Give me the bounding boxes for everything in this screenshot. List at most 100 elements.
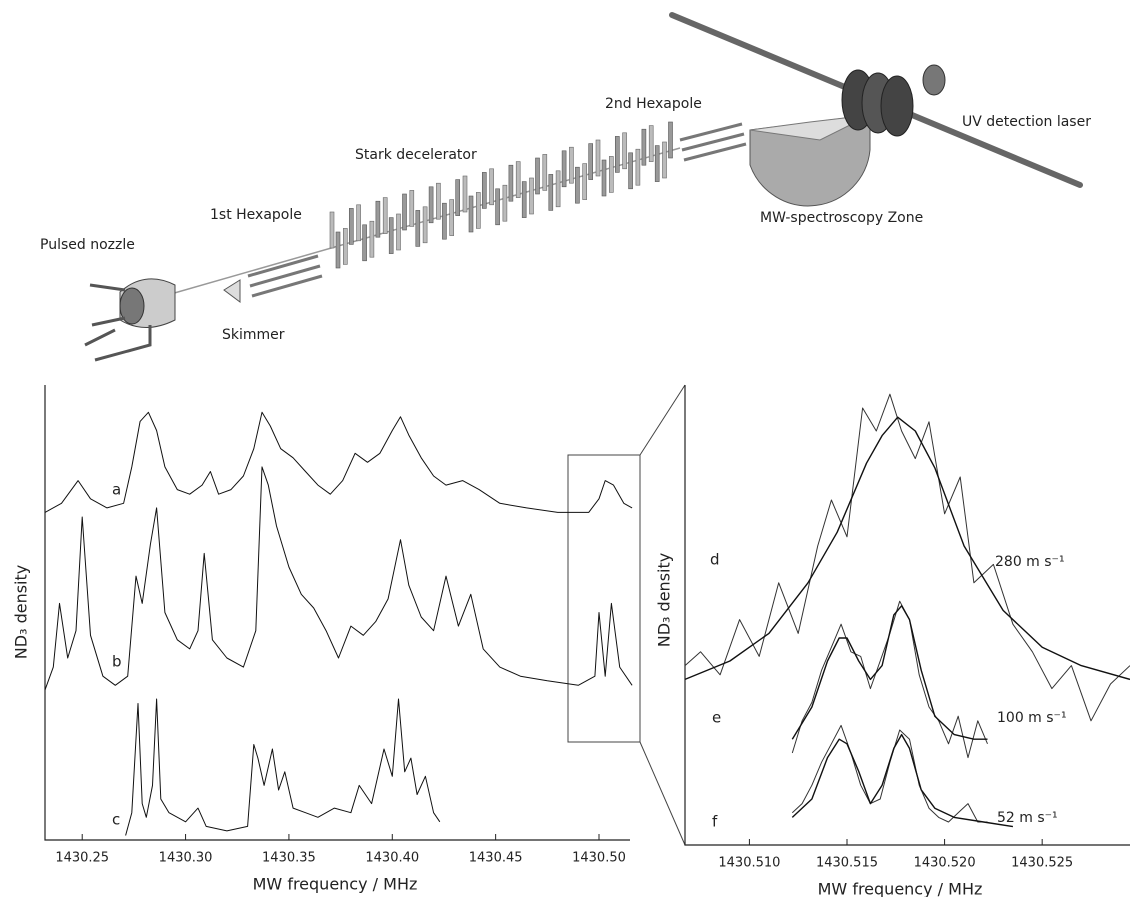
axis — [44, 385, 630, 841]
rod — [382, 197, 388, 234]
rod — [622, 132, 627, 170]
rod — [449, 199, 455, 236]
rod — [529, 177, 534, 215]
x-axis-label: MW frequency / MHz — [818, 880, 983, 897]
x-tick-label: 1430.40 — [365, 851, 419, 866]
rod — [481, 172, 487, 209]
rod — [508, 164, 514, 202]
series-label: f — [712, 813, 718, 831]
rod — [588, 143, 594, 180]
x-tick-label: 1430.520 — [914, 856, 976, 871]
series-label: d — [710, 551, 720, 569]
rod — [608, 156, 614, 193]
rod — [582, 163, 588, 200]
beam-axis — [149, 147, 681, 301]
rod — [348, 208, 354, 245]
rod — [475, 192, 481, 229]
x-tick-label: 1430.50 — [572, 851, 626, 866]
nozzle-tubes — [84, 283, 152, 362]
detector — [922, 64, 946, 96]
skimmer — [223, 279, 241, 303]
rod — [648, 125, 654, 162]
rod — [428, 186, 434, 224]
series-line — [684, 393, 1130, 722]
zoom-lines — [639, 384, 686, 846]
rod — [535, 157, 540, 195]
rod — [356, 204, 361, 242]
rod — [489, 168, 494, 206]
rod — [342, 228, 348, 265]
rod — [614, 136, 620, 173]
series-line — [44, 466, 633, 691]
series-line — [125, 698, 441, 836]
rod — [369, 220, 375, 258]
rod — [502, 184, 508, 222]
rod — [402, 193, 407, 231]
rod — [521, 181, 527, 218]
diagram-label: MW-spectroscopy Zone — [760, 210, 923, 226]
diagram-label: Stark decelerator — [355, 147, 477, 163]
rod — [575, 166, 580, 204]
rod — [409, 190, 415, 227]
rod — [462, 175, 468, 213]
apparatus-diagram — [84, 12, 1083, 362]
rod — [662, 141, 667, 179]
rod — [641, 128, 647, 166]
rod — [635, 148, 641, 186]
x-tick-label: 1430.30 — [159, 851, 213, 866]
series-label: e — [712, 709, 721, 727]
rod — [515, 161, 521, 198]
series-label: c — [112, 811, 120, 829]
axis — [684, 385, 1130, 846]
y-axis-label: ND₃ density — [655, 553, 674, 647]
rod — [375, 200, 381, 238]
annotation: 100 m s⁻¹ — [997, 710, 1067, 726]
rod — [442, 202, 447, 240]
rod — [329, 211, 335, 249]
diagram-label: Skimmer — [222, 327, 285, 343]
x-tick-label: 1430.510 — [718, 856, 780, 871]
series-label: a — [112, 481, 121, 499]
series-line — [791, 733, 1014, 828]
rod — [455, 179, 461, 216]
y-axis-label: ND₃ density — [12, 565, 31, 659]
stark-decelerator — [329, 121, 673, 269]
rod — [415, 210, 421, 247]
rod — [396, 213, 401, 251]
rod — [561, 150, 567, 188]
hexapole-1 — [247, 254, 323, 298]
rod — [436, 182, 441, 220]
zoom-box — [567, 454, 641, 743]
series-line — [684, 416, 1130, 681]
nozzle-face — [119, 287, 145, 325]
rod — [628, 152, 633, 190]
x-tick-label: 1430.525 — [1011, 856, 1073, 871]
rod — [654, 145, 660, 182]
x-tick-label: 1430.515 — [816, 856, 878, 871]
series-line — [791, 605, 988, 740]
rod — [468, 195, 474, 233]
detector-ring — [880, 75, 914, 137]
rod — [388, 217, 394, 254]
x-tick-label: 1430.35 — [262, 851, 316, 866]
hexapole-2 — [679, 122, 747, 162]
rod — [335, 231, 341, 269]
x-axis-label: MW frequency / MHz — [253, 875, 418, 894]
rod — [601, 159, 607, 197]
rod — [548, 174, 554, 211]
diagram-label: Pulsed nozzle — [40, 237, 135, 253]
rod — [542, 154, 548, 191]
rod — [495, 188, 500, 226]
x-tick-label: 1430.45 — [469, 851, 523, 866]
x-tick-label: 1430.25 — [55, 851, 109, 866]
annotation: 52 m s⁻¹ — [997, 810, 1058, 826]
diagram-label: UV detection laser — [962, 114, 1091, 130]
rod — [422, 206, 428, 244]
annotation: 280 m s⁻¹ — [995, 554, 1065, 570]
diagram-label: 2nd Hexapole — [605, 96, 702, 112]
series-label: b — [112, 653, 122, 671]
mw-zone — [749, 114, 871, 207]
series-line — [44, 411, 633, 513]
rod — [569, 146, 574, 184]
rod — [555, 170, 561, 208]
